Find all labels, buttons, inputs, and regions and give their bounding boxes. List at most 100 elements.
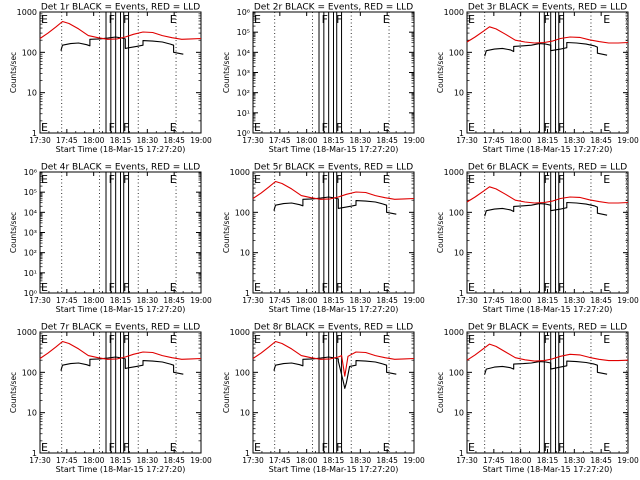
panel-title: Det 4r BLACK = Events, RED = LLD xyxy=(41,163,200,173)
x-tick-label: 17:30 xyxy=(242,296,264,305)
flag-interval-box xyxy=(123,171,130,294)
flag-marker-top: E xyxy=(41,173,48,186)
flag-marker-bottom: F xyxy=(123,121,129,134)
y-tick-label: 10³ xyxy=(24,229,37,238)
x-tick-label: 19:00 xyxy=(190,456,212,465)
x-tick-label: 18:00 xyxy=(83,456,105,465)
x-tick-label: 17:30 xyxy=(29,296,51,305)
x-axis-label: Start Time (18-Mar-15 17:27:20) xyxy=(483,305,613,314)
flag-interval-box xyxy=(318,331,325,454)
flag-marker-top: E xyxy=(254,13,261,26)
flag-marker-bottom: E xyxy=(468,281,475,294)
y-tick-label: 1 xyxy=(459,449,464,458)
y-axis-label: Counts/sec xyxy=(222,372,231,413)
x-tick-label: 17:45 xyxy=(483,456,505,465)
x-tick-label: 17:45 xyxy=(56,136,78,145)
flag-marker-top: E xyxy=(603,13,610,26)
y-tick-label: 10 xyxy=(240,409,250,418)
x-tick-label: 18:45 xyxy=(590,456,612,465)
x-tick-label: 18:15 xyxy=(110,136,132,145)
flag-marker-top: E xyxy=(468,13,475,26)
y-axis-label: Counts/sec xyxy=(9,212,18,253)
flag-interval-box xyxy=(328,171,335,294)
flag-marker-bottom: E xyxy=(170,121,177,134)
flag-interval-box xyxy=(336,331,343,454)
flag-marker-bottom: E xyxy=(383,121,390,134)
flag-marker-top: F xyxy=(109,333,115,346)
x-tick-label: 18:15 xyxy=(537,136,559,145)
x-tick-label: 18:30 xyxy=(350,456,372,465)
flag-interval-box xyxy=(550,11,557,134)
x-tick-label: 19:00 xyxy=(403,136,425,145)
x-tick-label: 19:00 xyxy=(403,456,425,465)
y-tick-label: 10⁶ xyxy=(24,168,37,177)
x-tick-label: 19:00 xyxy=(190,136,212,145)
flag-marker-bottom: F xyxy=(336,281,342,294)
flag-marker-top: F xyxy=(336,13,342,26)
x-tick-label: 18:15 xyxy=(537,456,559,465)
panel-title: Det 9r BLACK = Events, RED = LLD xyxy=(468,323,627,333)
y-tick-label: 1 xyxy=(32,449,37,458)
x-tick-label: 17:30 xyxy=(456,136,478,145)
y-tick-label: 10¹ xyxy=(24,269,37,278)
detector-panel: Det 9r BLACK = Events, RED = LLDEEFFFFEE… xyxy=(436,323,639,475)
lld-series-line xyxy=(252,340,415,377)
flag-marker-top: E xyxy=(383,333,390,346)
flag-interval-box xyxy=(328,331,335,454)
x-tick-label: 18:15 xyxy=(323,296,345,305)
x-tick-label: 18:00 xyxy=(510,296,532,305)
y-tick-label: 10⁶ xyxy=(237,8,250,17)
flag-marker-bottom: E xyxy=(603,441,610,454)
flag-interval-box xyxy=(558,331,565,454)
x-axis-label: Start Time (18-Mar-15 17:27:20) xyxy=(269,145,399,154)
x-tick-label: 18:45 xyxy=(590,136,612,145)
lld-series-line xyxy=(252,180,415,200)
x-tick-label: 19:00 xyxy=(617,296,639,305)
flag-interval-box xyxy=(336,171,343,294)
flag-marker-top: F xyxy=(123,13,129,26)
y-tick-label: 1000 xyxy=(17,8,37,17)
y-tick-label: 1 xyxy=(245,449,250,458)
detector-panel: Det 2r BLACK = Events, RED = LLDEEFFFFEE… xyxy=(222,3,425,155)
y-tick-label: 10⁰ xyxy=(24,289,37,298)
x-tick-label: 18:15 xyxy=(323,136,345,145)
y-tick-label: 100 xyxy=(235,368,250,377)
x-tick-label: 18:45 xyxy=(590,296,612,305)
flag-marker-bottom: F xyxy=(109,281,115,294)
x-tick-label: 18:30 xyxy=(350,136,372,145)
x-tick-label: 18:30 xyxy=(137,296,159,305)
x-axis-label: Start Time (18-Mar-15 17:27:20) xyxy=(56,465,186,474)
x-tick-label: 18:45 xyxy=(376,136,398,145)
x-tick-label: 18:30 xyxy=(564,136,586,145)
flag-marker-bottom: E xyxy=(603,281,610,294)
y-tick-label: 10 xyxy=(240,249,250,258)
x-tick-label: 17:45 xyxy=(483,136,505,145)
flag-interval-box xyxy=(123,331,130,454)
flag-marker-bottom: F xyxy=(544,441,550,454)
events-series-line xyxy=(60,356,184,375)
y-tick-label: 100 xyxy=(22,368,37,377)
x-tick-label: 17:45 xyxy=(56,296,78,305)
flag-marker-bottom: E xyxy=(41,121,48,134)
flag-marker-bottom: F xyxy=(109,441,115,454)
flag-marker-top: F xyxy=(544,173,550,186)
x-tick-label: 18:15 xyxy=(110,296,132,305)
y-tick-label: 10 xyxy=(27,89,37,98)
y-tick-label: 10 xyxy=(27,409,37,418)
flag-marker-top: F xyxy=(558,173,564,186)
x-tick-label: 18:30 xyxy=(564,296,586,305)
flag-interval-box xyxy=(115,171,121,294)
x-tick-label: 18:30 xyxy=(564,456,586,465)
x-tick-label: 18:00 xyxy=(296,136,318,145)
flag-marker-bottom: E xyxy=(254,121,261,134)
flag-marker-top: F xyxy=(123,333,129,346)
flag-marker-bottom: F xyxy=(558,441,564,454)
panel-title: Det 8r BLACK = Events, RED = LLD xyxy=(254,323,413,333)
panel-title: Det 3r BLACK = Events, RED = LLD xyxy=(468,3,627,13)
detector-panel: Det 8r BLACK = Events, RED = LLDEEFFFFEE… xyxy=(222,323,425,475)
x-tick-label: 17:30 xyxy=(242,136,264,145)
flag-marker-top: F xyxy=(322,13,328,26)
y-tick-label: 100 xyxy=(22,48,37,57)
flag-interval-box xyxy=(115,11,121,134)
flag-marker-bottom: F xyxy=(322,281,328,294)
